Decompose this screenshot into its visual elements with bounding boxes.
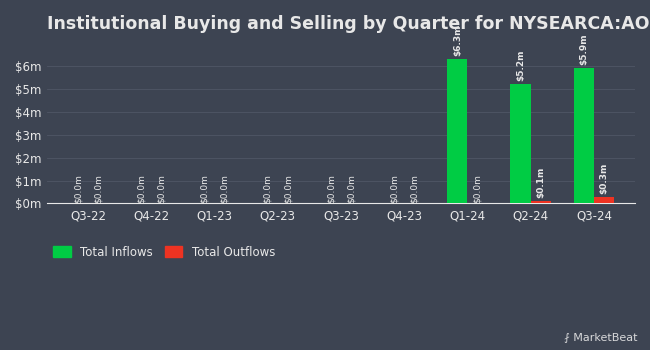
Legend: Total Inflows, Total Outflows: Total Inflows, Total Outflows	[53, 246, 275, 259]
Bar	[510, 84, 530, 203]
Bar	[594, 197, 614, 203]
Text: $0.0m: $0.0m	[410, 174, 419, 203]
Bar	[447, 59, 467, 203]
Text: $6.3m: $6.3m	[453, 25, 462, 56]
Bar	[574, 68, 594, 203]
Text: $0.0m: $0.0m	[73, 174, 83, 203]
Text: Institutional Buying and Selling by Quarter for NYSEARCA:AOHY: Institutional Buying and Selling by Quar…	[47, 15, 650, 33]
Text: $0.0m: $0.0m	[346, 174, 356, 203]
Text: $0.0m: $0.0m	[200, 174, 209, 203]
Text: $5.9m: $5.9m	[579, 34, 588, 65]
Text: $0.0m: $0.0m	[263, 174, 272, 203]
Text: $0.0m: $0.0m	[136, 174, 146, 203]
Text: $0.1m: $0.1m	[536, 167, 545, 198]
Text: $0.0m: $0.0m	[283, 174, 292, 203]
Text: $0.0m: $0.0m	[157, 174, 166, 203]
Text: $5.2m: $5.2m	[516, 50, 525, 82]
Text: $0.0m: $0.0m	[389, 174, 398, 203]
Text: $0.0m: $0.0m	[220, 174, 229, 203]
Text: $0.0m: $0.0m	[326, 174, 335, 203]
Text: $0.3m: $0.3m	[599, 162, 608, 194]
Text: $0.0m: $0.0m	[473, 174, 482, 203]
Text: ⨏ MarketBeat: ⨏ MarketBeat	[564, 333, 637, 343]
Bar	[530, 201, 551, 203]
Text: $0.0m: $0.0m	[94, 174, 103, 203]
